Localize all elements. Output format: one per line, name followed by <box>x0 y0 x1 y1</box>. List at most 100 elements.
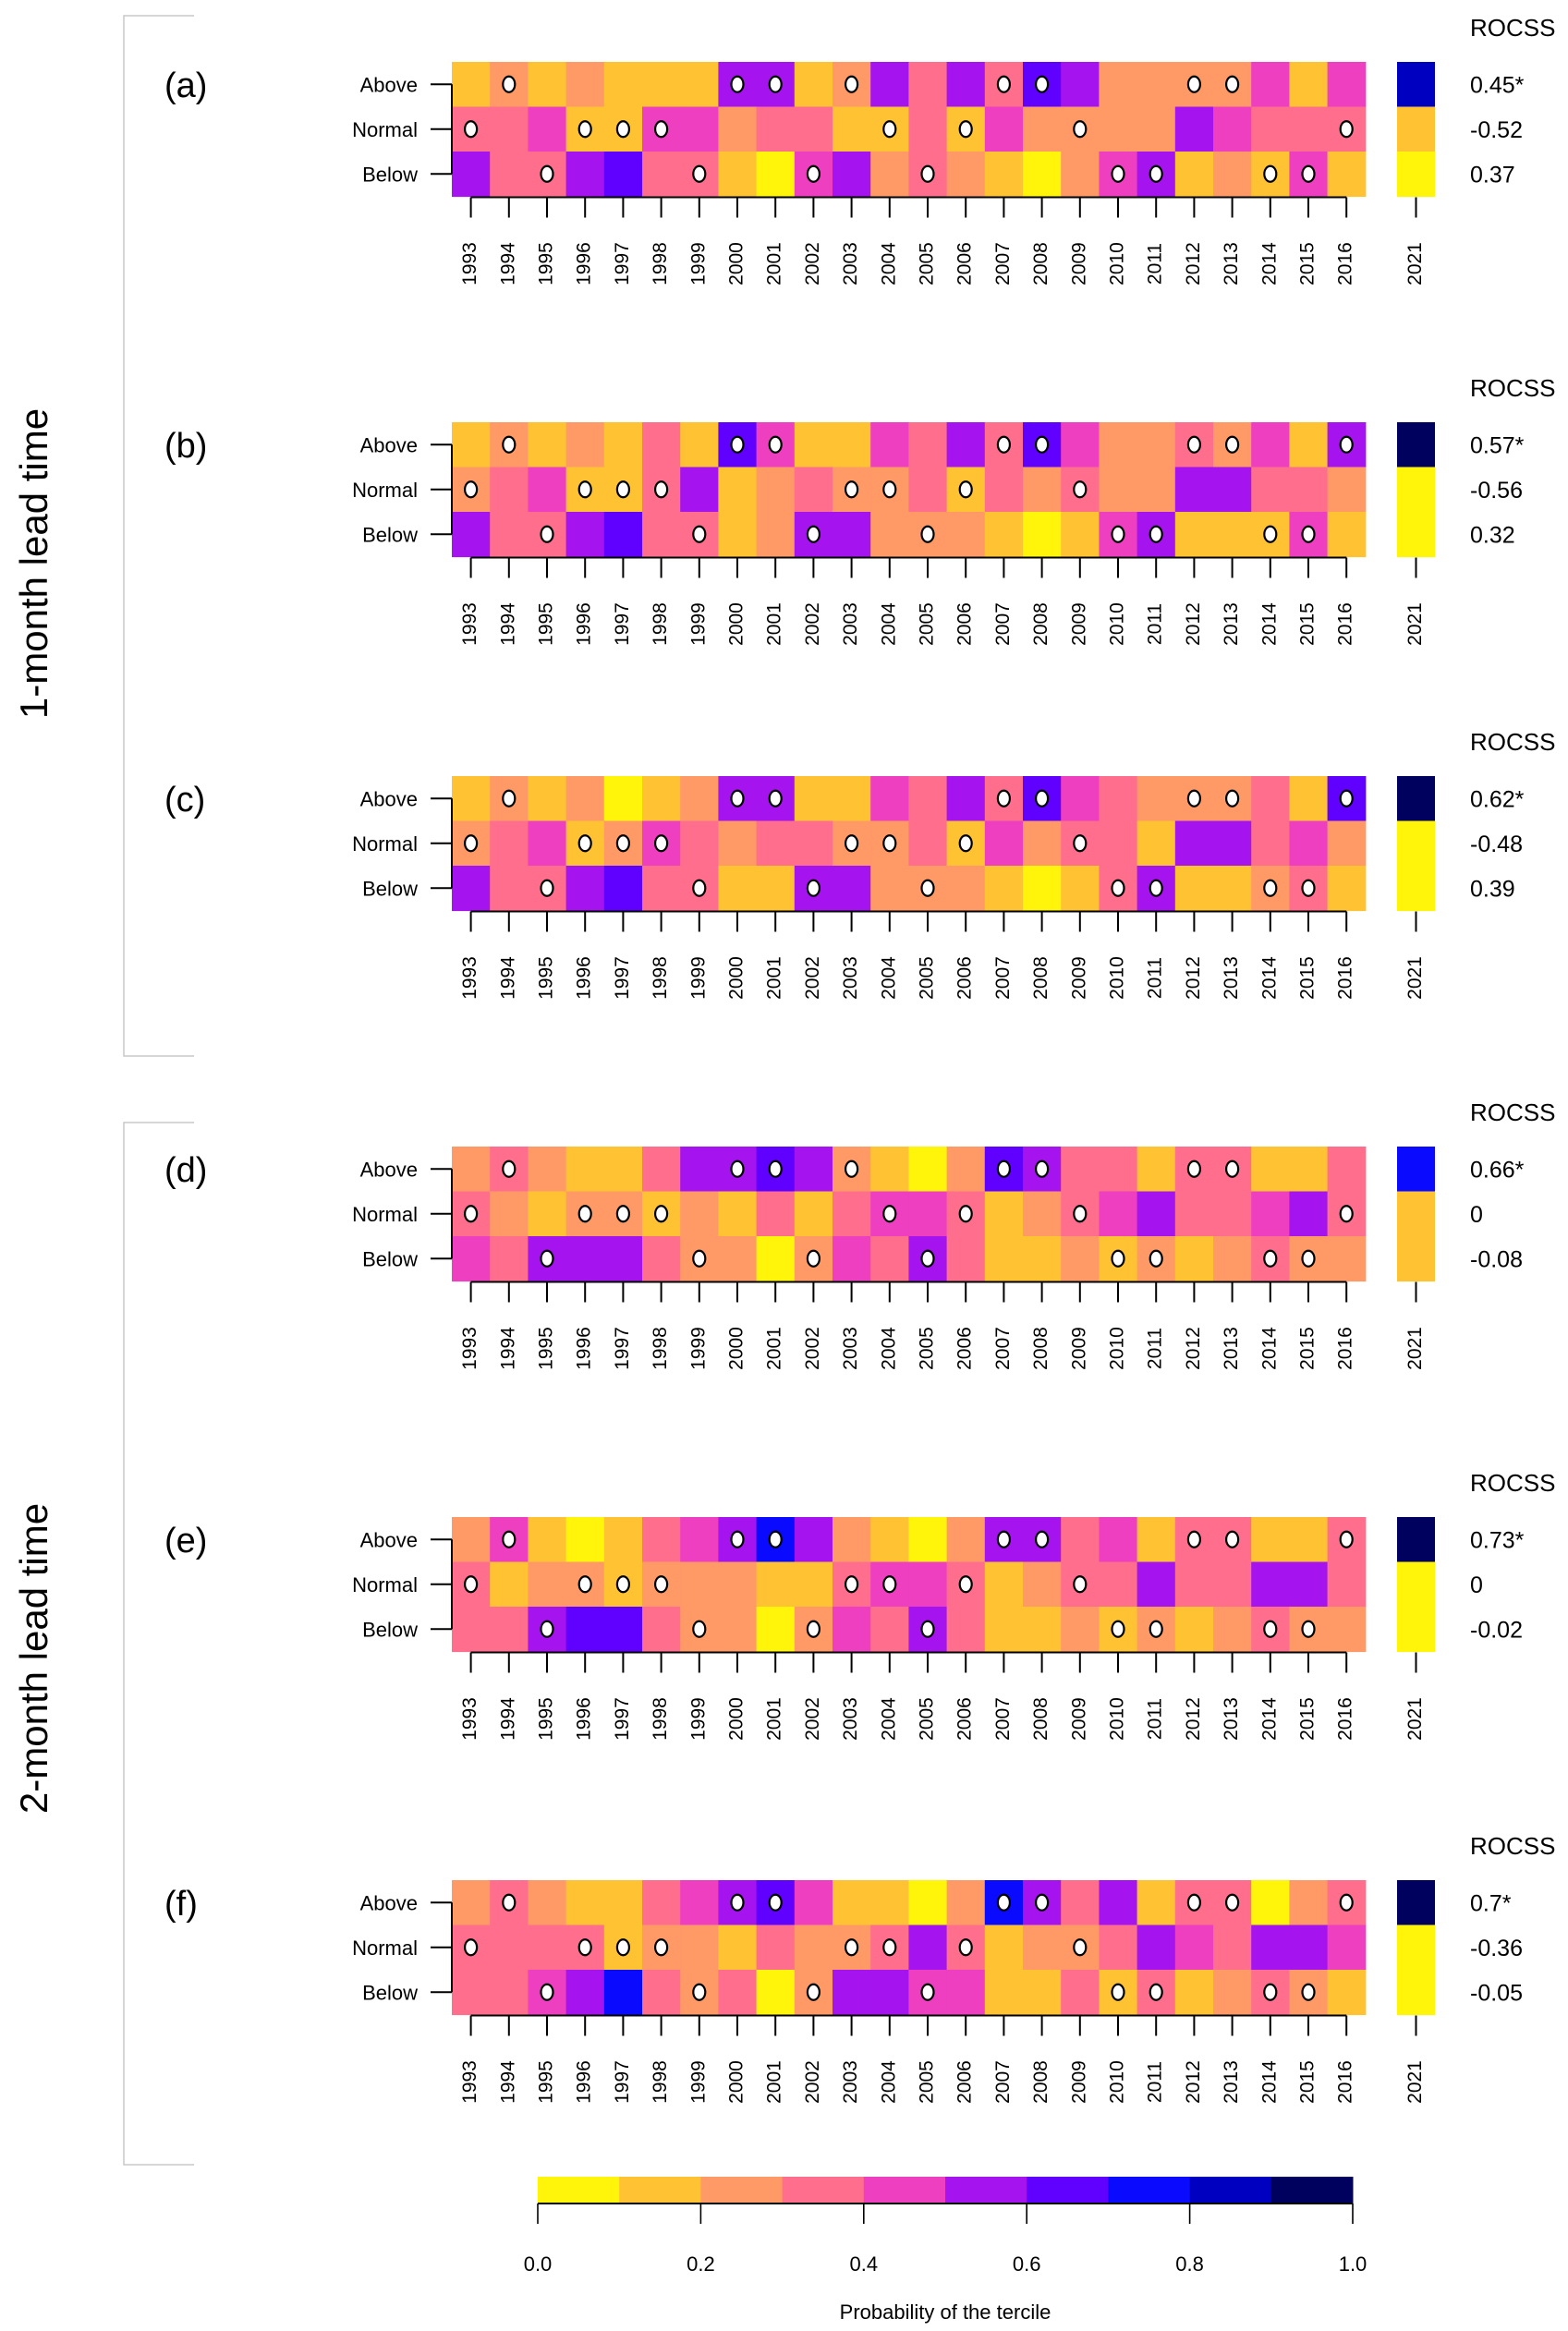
heatmap-cell <box>528 1880 567 1926</box>
observed-marker <box>1149 1249 1163 1268</box>
heatmap-cell <box>1136 1517 1176 1563</box>
x-tick-label: 2005 <box>917 2060 938 2104</box>
heatmap-row-normal <box>452 1191 1435 1237</box>
heatmap-cell <box>984 1924 1024 1971</box>
heatmap-cell <box>984 866 1024 912</box>
heatmap-cell <box>1327 152 1367 198</box>
observed-marker <box>1073 1205 1088 1223</box>
rocss-header: ROCSS <box>1470 1099 1555 1126</box>
observed-marker <box>958 1938 973 1957</box>
heatmap-cell <box>1327 512 1367 558</box>
rocss-value: 0.66* <box>1470 1157 1525 1183</box>
heatmap-cell <box>490 1236 529 1282</box>
rocss-value: -0.48 <box>1470 832 1523 857</box>
heatmap-cell <box>452 1517 491 1563</box>
observed-marker <box>1301 879 1316 897</box>
heatmap-cell <box>1213 820 1252 867</box>
heatmap-cell <box>1099 776 1138 822</box>
heatmap-cell <box>870 1880 909 1926</box>
observed-marker <box>502 1893 517 1912</box>
x-tick-label: 2015 <box>1297 956 1319 1000</box>
x-tick-label: 2001 <box>764 956 785 1000</box>
heatmap-row-below <box>452 1236 1435 1282</box>
x-tick-label: 1994 <box>497 956 518 1000</box>
heatmap-cell <box>1327 62 1367 108</box>
x-tick-label: 2009 <box>1068 956 1089 1000</box>
x-tick-label: 1998 <box>650 602 671 646</box>
heatmap-cell <box>1251 1880 1290 1926</box>
heatmap-cell <box>1251 1924 1290 1971</box>
x-tick-label: 2007 <box>992 2060 1014 2104</box>
x-tick-label: 2016 <box>1335 1327 1356 1370</box>
observed-marker <box>1111 879 1125 897</box>
heatmap-cell <box>603 1147 643 1193</box>
forecast-cell <box>1397 1147 1435 1193</box>
x-tick-label: 1998 <box>650 242 671 285</box>
observed-marker <box>577 1205 592 1223</box>
heatmap-cell <box>794 1191 833 1237</box>
x-tick-label: 2000 <box>726 1697 748 1741</box>
heatmap-cell <box>756 866 796 912</box>
heatmap-cell <box>1023 1191 1062 1237</box>
heatmap-cell <box>1289 1517 1329 1563</box>
x-tick-label: 2007 <box>992 602 1014 646</box>
forecast-cell <box>1397 1191 1435 1237</box>
heatmap-row-below <box>452 512 1435 558</box>
observed-marker <box>1263 879 1278 897</box>
x-tick-label: 1994 <box>497 1697 518 1741</box>
observed-marker <box>1073 120 1088 139</box>
heatmap-cell <box>1289 1147 1329 1193</box>
heatmap-cell <box>565 1236 605 1282</box>
x-tick-label: 1993 <box>459 242 480 285</box>
heatmap-cell <box>1023 1236 1062 1282</box>
x-tick-label: 2016 <box>1335 956 1356 1000</box>
x-tick-label: 2004 <box>878 1327 899 1370</box>
observed-marker <box>1224 75 1240 93</box>
observed-marker <box>1186 1893 1202 1912</box>
colorbar-tick-label: 0.8 <box>1175 2252 1204 2276</box>
heatmap-cell <box>528 776 567 822</box>
heatmap-cell <box>1061 1147 1100 1193</box>
x-tick-label: 2003 <box>840 242 861 285</box>
heatmap-cell <box>642 1236 681 1282</box>
observed-marker <box>1186 1530 1202 1548</box>
x-tick-label: 2008 <box>1030 956 1051 1000</box>
x-tick-label: 1996 <box>574 1697 595 1741</box>
heatmap-cell <box>1251 1191 1290 1237</box>
x-tick-label: 2006 <box>954 956 976 1000</box>
colorbar-title: Probability of the tercile <box>840 2301 1051 2324</box>
observed-marker <box>1263 1249 1278 1268</box>
x-tick-label: 1995 <box>536 602 557 646</box>
observed-marker <box>1149 1983 1163 2001</box>
observed-marker <box>730 435 745 454</box>
heatmap-cell <box>984 106 1024 152</box>
observed-marker <box>692 164 707 183</box>
forecast-cell <box>1397 106 1435 152</box>
observed-marker <box>540 164 554 183</box>
heatmap-cell <box>718 866 758 912</box>
colorbar-segment <box>1027 2177 1109 2204</box>
x-tick-label: 2010 <box>1107 2060 1128 2104</box>
x-tick-label: 2008 <box>1030 1327 1051 1370</box>
observed-marker <box>806 164 821 183</box>
heatmap-cell <box>794 62 833 108</box>
x-tick-label: 2014 <box>1258 956 1280 1000</box>
heatmap-cell <box>1251 1561 1290 1608</box>
heatmap-cell <box>528 1561 567 1608</box>
observed-marker <box>1034 1159 1050 1178</box>
observed-marker <box>1224 789 1240 807</box>
rocss-value: 0 <box>1470 1572 1483 1598</box>
observed-marker <box>1073 834 1088 853</box>
heatmap-cell <box>1023 1607 1062 1653</box>
heatmap-cell <box>1099 1924 1138 1971</box>
heatmap-cell <box>603 512 643 558</box>
x-tick-label: 2012 <box>1183 1697 1204 1741</box>
heatmap-cell <box>642 866 681 912</box>
x-tick-label: 2001 <box>764 242 785 285</box>
colorbar: 0.0 0.2 0.4 0.6 0.8 1.0 Probability of the ter… <box>524 2177 1367 2324</box>
rocss-value: 0.7* <box>1470 1890 1512 1916</box>
group-2: 2-month lead time <box>12 1122 194 2166</box>
row-label: Below <box>362 1618 418 1641</box>
observed-marker <box>844 480 859 499</box>
forecast-cell <box>1397 62 1435 108</box>
